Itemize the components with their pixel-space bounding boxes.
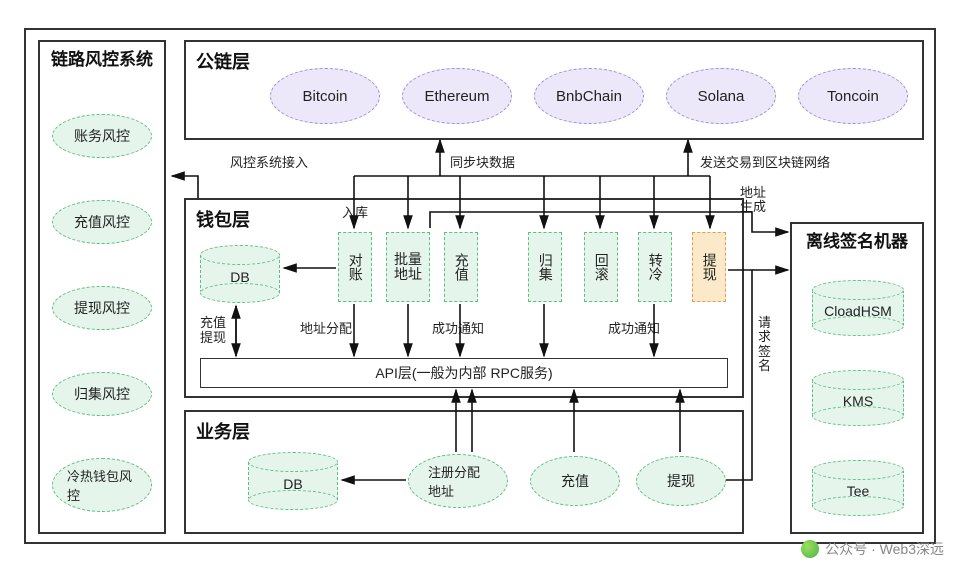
- lbl-success2: 成功通知: [608, 322, 660, 337]
- chain-item-3: Solana: [666, 68, 776, 124]
- lbl-deposit: 充值 提现: [200, 316, 226, 346]
- biz-item-0: 注册分配地址: [408, 454, 508, 508]
- chain-item-0: Bitcoin: [270, 68, 380, 124]
- signer-item-2: Tee: [812, 460, 904, 516]
- wallet-mod-3: 归集: [528, 232, 562, 302]
- risk-item-3: 归集风控: [52, 372, 152, 416]
- biz-db: DB: [248, 452, 338, 510]
- lbl-warehousing: 入库: [342, 206, 368, 221]
- wallet-mod-1: 批量地址: [386, 232, 430, 302]
- risk-item-0: 账务风控: [52, 114, 152, 158]
- watermark: 公众号 · Web3深远: [801, 539, 944, 559]
- wechat-icon: [801, 540, 819, 558]
- signer-item-1: KMS: [812, 370, 904, 426]
- signer-item-0: CloadHSM: [812, 280, 904, 336]
- wallet-mod-6: 提现: [692, 232, 726, 302]
- signer-title: 离线签名机器: [792, 232, 922, 252]
- chain-title: 公链层: [196, 48, 250, 74]
- wallet-mod-2: 充值: [444, 232, 478, 302]
- wallet-db: DB: [200, 245, 280, 303]
- lbl-addr-alloc: 地址分配: [300, 322, 352, 337]
- risk-item-1: 充值风控: [52, 200, 152, 244]
- biz-item-1: 充值: [530, 456, 620, 506]
- wallet-mod-5: 转冷: [638, 232, 672, 302]
- lbl-success1: 成功通知: [432, 322, 484, 337]
- lbl-sync: 同步块数据: [450, 156, 515, 171]
- risk-title: 链路风控系统: [40, 50, 164, 70]
- wallet-mod-0: 对账: [338, 232, 372, 302]
- chain-item-4: Toncoin: [798, 68, 908, 124]
- biz-item-2: 提现: [636, 456, 726, 506]
- api-bar: API层(一般为内部 RPC服务): [200, 358, 728, 388]
- risk-item-2: 提现风控: [52, 286, 152, 330]
- wallet-mod-4: 回滚: [584, 232, 618, 302]
- biz-title: 业务层: [196, 418, 250, 444]
- lbl-send-tx: 发送交易到区块链网络: [700, 156, 830, 171]
- chain-item-1: Ethereum: [402, 68, 512, 124]
- chain-item-2: BnbChain: [534, 68, 644, 124]
- lbl-risk-in: 风控系统接入: [230, 156, 308, 171]
- lbl-req-sign: 请求签名: [758, 316, 772, 373]
- wallet-title: 钱包层: [196, 206, 250, 232]
- lbl-addr-gen: 地址生成: [740, 186, 766, 215]
- risk-item-4: 冷热钱包风控: [52, 458, 152, 512]
